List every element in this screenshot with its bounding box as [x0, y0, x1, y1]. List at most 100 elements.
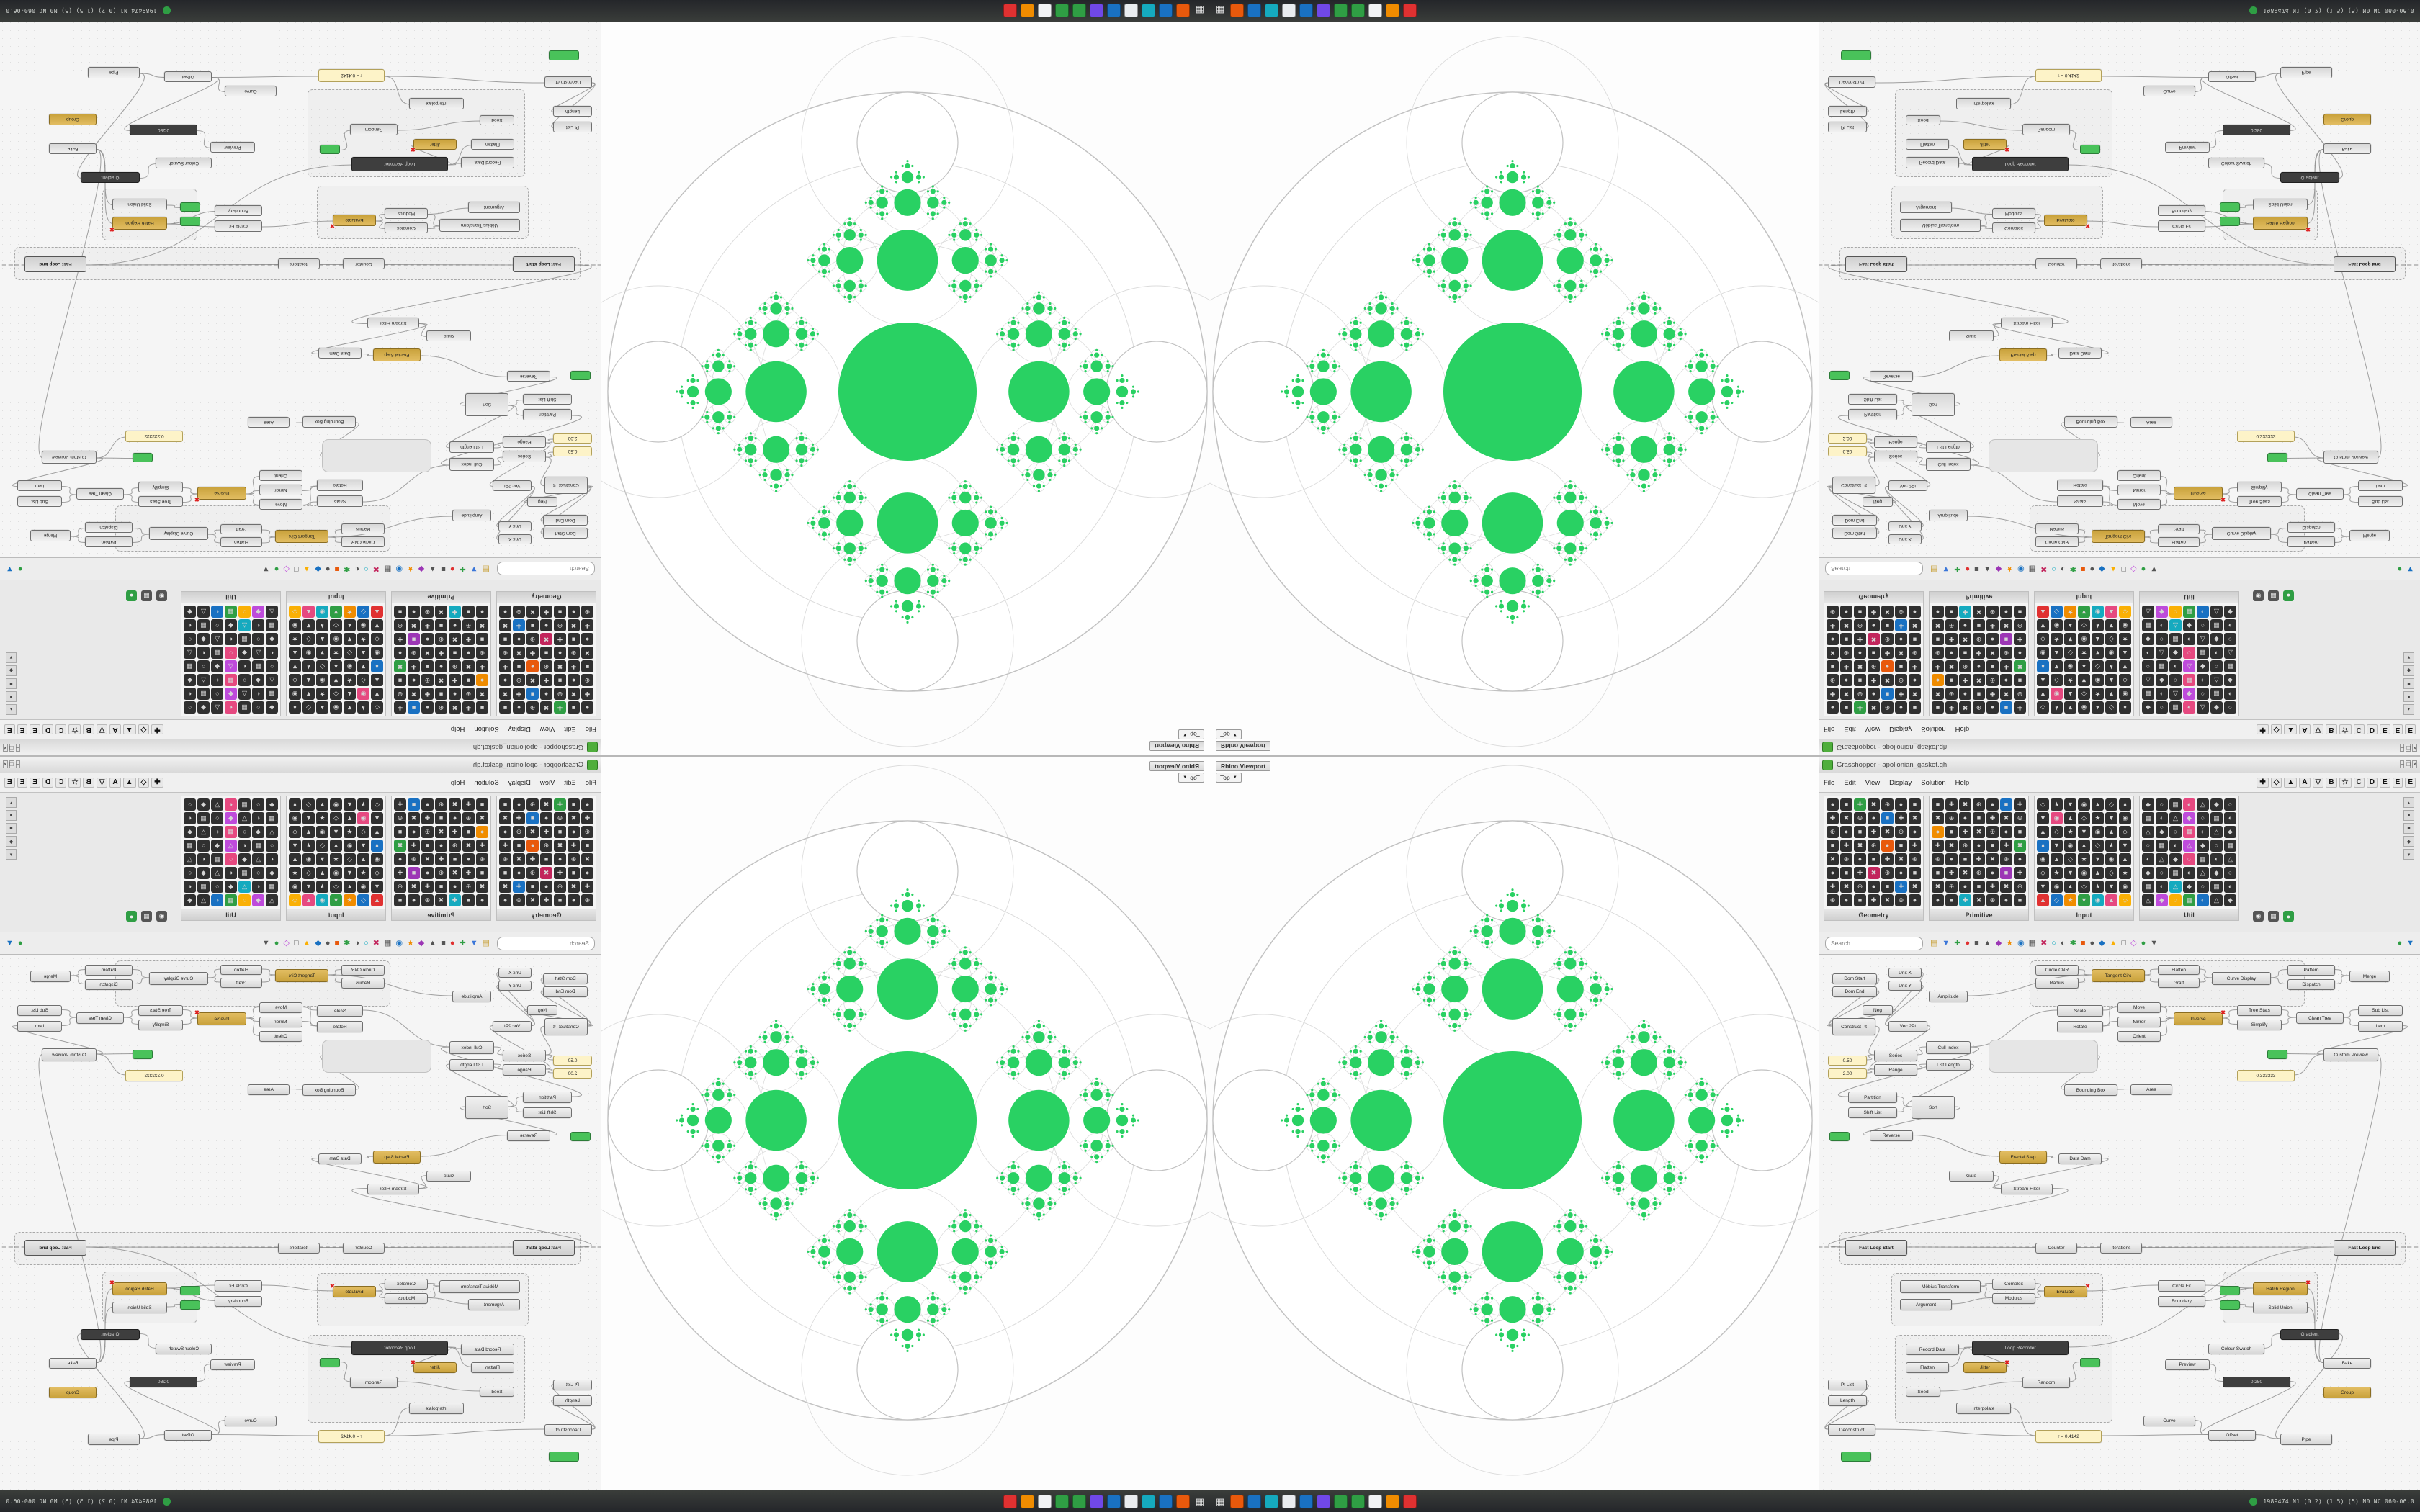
component-icon[interactable]: ●	[408, 826, 420, 838]
component-icon[interactable]: ■	[1973, 688, 1985, 700]
toolbar-icon[interactable]: ▦	[2028, 564, 2037, 574]
gh-node[interactable]: Dom End	[543, 515, 588, 526]
start-button[interactable]: ▦	[1195, 5, 1204, 17]
component-icon[interactable]: ✚	[1895, 881, 1907, 893]
gh-node[interactable]: Dispatch	[85, 979, 133, 990]
component-icon[interactable]: ✚	[2000, 840, 2012, 852]
toolbar-icon[interactable]: ●	[274, 938, 279, 948]
toolbar-icon[interactable]: ✖	[2040, 938, 2048, 948]
component-icon[interactable]: ▼	[2037, 688, 2049, 700]
component-icon[interactable]: ★	[289, 701, 301, 714]
quick-button[interactable]: D	[2366, 724, 2378, 734]
palette-side-button[interactable]: ◆	[2403, 836, 2414, 847]
component-icon[interactable]: ★	[2037, 660, 2049, 672]
component-icon[interactable]: ◐	[252, 619, 264, 631]
menu-help[interactable]: Help	[450, 725, 465, 734]
menu-edit[interactable]: Edit	[564, 778, 576, 787]
component-icon[interactable]: ⊕	[513, 826, 525, 838]
component-icon[interactable]: ●	[513, 633, 525, 645]
toolbar-icon[interactable]: ●	[2141, 938, 2146, 948]
component-icon[interactable]: △	[2224, 853, 2236, 865]
quick-button[interactable]: ☆	[2339, 724, 2352, 734]
gh-node[interactable]: Circle CNR	[341, 536, 385, 547]
toolbar-icon[interactable]: ●	[2089, 938, 2095, 948]
gh-slider[interactable]: Gradient	[81, 1329, 140, 1340]
gh-node[interactable]: Möbius Transform	[439, 219, 520, 232]
minimize-button[interactable]: –	[2400, 744, 2405, 752]
component-icon[interactable]: ✚	[1945, 867, 1958, 879]
component-icon[interactable]: ◆	[266, 633, 278, 645]
component-icon[interactable]: ⊕	[1909, 647, 1921, 659]
component-icon[interactable]: ▲	[302, 674, 315, 686]
component-icon[interactable]: ▦	[2156, 660, 2168, 672]
component-icon[interactable]: ◉	[344, 660, 356, 672]
component-icon[interactable]: ▦	[2197, 647, 2209, 659]
component-icon[interactable]: ◉	[2092, 894, 2104, 906]
component-icon[interactable]: ▦	[197, 881, 210, 893]
component-icon[interactable]: ◇	[2064, 853, 2076, 865]
quick-button[interactable]: ✚	[2257, 778, 2269, 788]
search-input[interactable]	[497, 936, 595, 950]
component-icon[interactable]: ▲	[2037, 606, 2049, 618]
gh-node[interactable]: Amplitude	[452, 991, 491, 1002]
component-icon[interactable]: ◐	[2224, 812, 2236, 824]
gh-node[interactable]: Unit X	[1888, 534, 1922, 544]
gh-node[interactable]: Vec 2Pt	[493, 480, 532, 491]
component-icon[interactable]: ●	[421, 633, 434, 645]
component-icon[interactable]: △	[2210, 674, 2223, 686]
component-icon[interactable]: ✖	[476, 688, 488, 700]
gh-node[interactable]: Pattern	[2287, 536, 2335, 547]
component-icon[interactable]: ◆	[225, 881, 237, 893]
component-icon[interactable]: ◐	[2197, 606, 2209, 618]
toolbar-icon[interactable]: ■	[334, 564, 340, 574]
gh-node[interactable]: Deconstruct	[1828, 76, 1876, 88]
gh-slider[interactable]: 0.250	[2223, 1377, 2290, 1387]
quick-button[interactable]: ▽	[2312, 778, 2324, 788]
taskbar-app-icon[interactable]	[1158, 1494, 1173, 1508]
component-icon[interactable]: ▲	[2092, 798, 2104, 811]
quick-button[interactable]: ☆	[2339, 778, 2352, 788]
component-icon[interactable]: ●	[568, 606, 580, 618]
component-icon[interactable]: △	[184, 647, 196, 659]
component-icon[interactable]: ■	[1959, 647, 1971, 659]
gh-node[interactable]: Simplify	[138, 482, 183, 492]
component-icon[interactable]: ■	[394, 606, 406, 618]
gh-node[interactable]: Argument	[468, 1299, 520, 1310]
component-icon[interactable]: ⊕	[540, 840, 552, 852]
gh-node[interactable]: Curve	[2143, 1416, 2195, 1426]
toolbar-icon[interactable]: ▤	[1930, 938, 1938, 948]
gh-node[interactable]: Series	[503, 451, 546, 462]
component-icon[interactable]: △	[2197, 867, 2209, 879]
gh-node-selected[interactable]: Hatch Region ✖	[109, 217, 167, 233]
taskbar-app-icon[interactable]	[1124, 1494, 1138, 1508]
toolbar-icon[interactable]: ✚	[459, 938, 466, 948]
gh-node[interactable]: Iterations	[278, 258, 320, 269]
gh-node[interactable]: Gate	[1949, 330, 1994, 341]
taskbar-app-icon[interactable]	[1299, 4, 1314, 18]
component-icon[interactable]: ✖	[1840, 812, 1852, 824]
component-icon[interactable]: ◉	[2064, 840, 2076, 852]
component-icon[interactable]: ■	[1932, 701, 1944, 714]
component-icon[interactable]: ⊕	[581, 674, 593, 686]
component-icon[interactable]: ✖	[568, 881, 580, 893]
gh-node[interactable]: Neg	[527, 1005, 557, 1015]
component-icon[interactable]: ✚	[513, 812, 525, 824]
component-icon[interactable]: ✚	[1973, 853, 1985, 865]
gh-toggle[interactable]	[133, 453, 153, 462]
gh-node-selected[interactable]: Jitter ✖	[411, 139, 457, 153]
component-icon[interactable]: ▦	[2142, 688, 2154, 700]
component-icon[interactable]: ■	[554, 894, 566, 906]
component-icon[interactable]: ◉	[357, 881, 369, 893]
gh-node[interactable]: Colour Swatch	[2208, 1344, 2264, 1354]
component-icon[interactable]: ○	[2156, 701, 2168, 714]
component-icon[interactable]: ★	[2092, 812, 2104, 824]
component-icon[interactable]: △	[2224, 647, 2236, 659]
gh-node[interactable]: Scale	[317, 495, 363, 507]
gh-node[interactable]: Colour Swatch	[2208, 158, 2264, 168]
palette-extra-icon[interactable]: ◉	[2253, 590, 2264, 601]
component-icon[interactable]: ▼	[316, 647, 328, 659]
component-icon[interactable]: ★	[2064, 894, 2076, 906]
toolbar-icon[interactable]: ✚	[1954, 564, 1961, 574]
palette-side-button[interactable]: ◆	[6, 665, 17, 676]
component-icon[interactable]: ■	[1868, 853, 1880, 865]
